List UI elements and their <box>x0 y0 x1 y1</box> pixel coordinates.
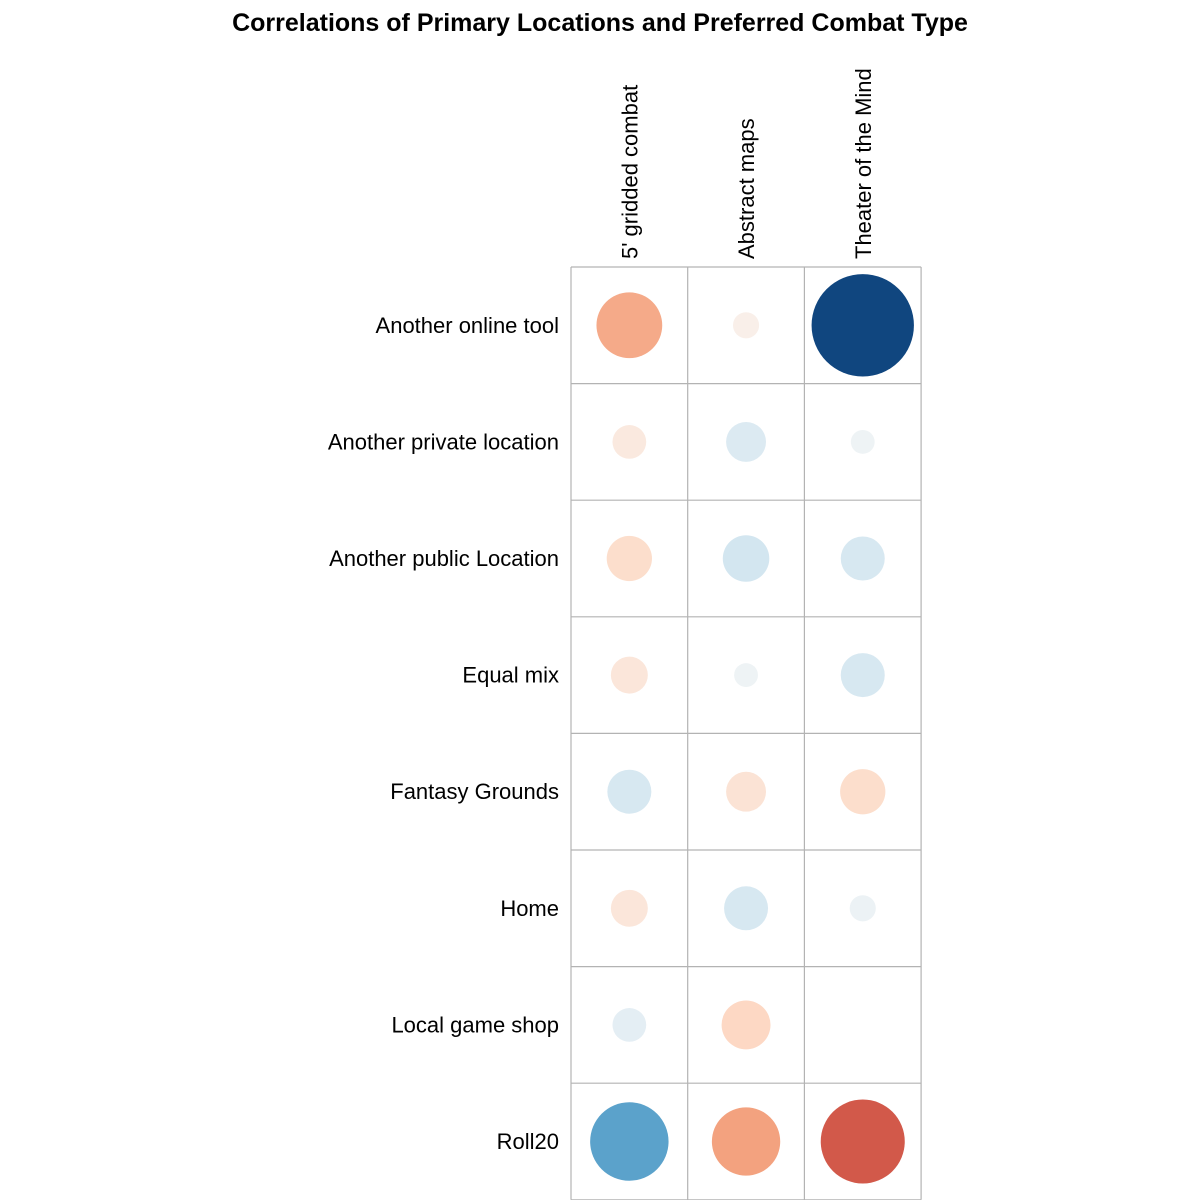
correlation-circle-another-public-location-abstract-maps <box>722 535 770 582</box>
row-label-another-public-location: Another public Location <box>329 546 559 571</box>
correlation-circle-equal-mix-abstract-maps <box>734 663 758 688</box>
correlation-circle-local-game-shop-5-gridded-combat <box>612 1008 647 1042</box>
correlation-circle-home-5-gridded-combat <box>610 889 648 927</box>
column-label-5-gridded-combat: 5' gridded combat <box>617 85 642 259</box>
correlation-circle-equal-mix-theater-of-the-mind <box>840 653 885 698</box>
correlation-circle-equal-mix-5-gridded-combat <box>610 656 648 694</box>
row-label-home: Home <box>500 896 559 921</box>
correlation-circles <box>590 274 914 1184</box>
correlation-circle-home-theater-of-the-mind <box>849 895 876 922</box>
correlation-circle-roll20-theater-of-the-mind <box>820 1099 905 1184</box>
correlation-circle-home-abstract-maps <box>724 886 769 931</box>
column-label-abstract-maps: Abstract maps <box>734 118 759 259</box>
row-labels: Another online tool Another private locat… <box>328 313 559 1154</box>
row-label-roll20: Roll20 <box>497 1129 559 1154</box>
column-label-theater-of-the-mind: Theater of the Mind <box>851 68 876 259</box>
row-label-another-private-location: Another private location <box>328 429 559 454</box>
correlation-circle-fantasy-grounds-abstract-maps <box>726 771 767 812</box>
chart-title: Correlations of Primary Locations and Pr… <box>232 9 968 37</box>
row-label-fantasy-grounds: Fantasy Grounds <box>390 779 559 804</box>
row-label-local-game-shop: Local game shop <box>391 1012 559 1037</box>
correlation-circle-another-public-location-5-gridded-combat <box>606 535 652 582</box>
correlation-circle-another-online-tool-abstract-maps <box>732 312 760 339</box>
correlation-circle-fantasy-grounds-5-gridded-combat <box>607 769 652 814</box>
row-label-equal-mix: Equal mix <box>462 663 559 688</box>
correlation-circle-roll20-abstract-maps <box>711 1107 781 1176</box>
correlation-circle-another-private-location-5-gridded-combat <box>612 425 647 459</box>
correlation-circle-another-online-tool-theater-of-the-mind <box>811 274 914 377</box>
correlation-circle-local-game-shop-abstract-maps <box>721 1000 771 1050</box>
grid <box>570 266 922 1200</box>
correlation-circle-another-private-location-abstract-maps <box>726 421 767 462</box>
correlation-circle-another-public-location-theater-of-the-mind <box>840 536 885 581</box>
correlation-circle-another-private-location-theater-of-the-mind <box>850 429 875 454</box>
row-label-another-online-tool: Another online tool <box>376 313 559 338</box>
correlation-circle-another-online-tool-5-gridded-combat <box>596 292 663 359</box>
column-labels: 5' gridded combat Abstract maps Theater of… <box>617 68 875 259</box>
correlation-circle-roll20-5-gridded-combat <box>590 1102 669 1181</box>
correlation-circle-fantasy-grounds-theater-of-the-mind <box>840 769 886 815</box>
